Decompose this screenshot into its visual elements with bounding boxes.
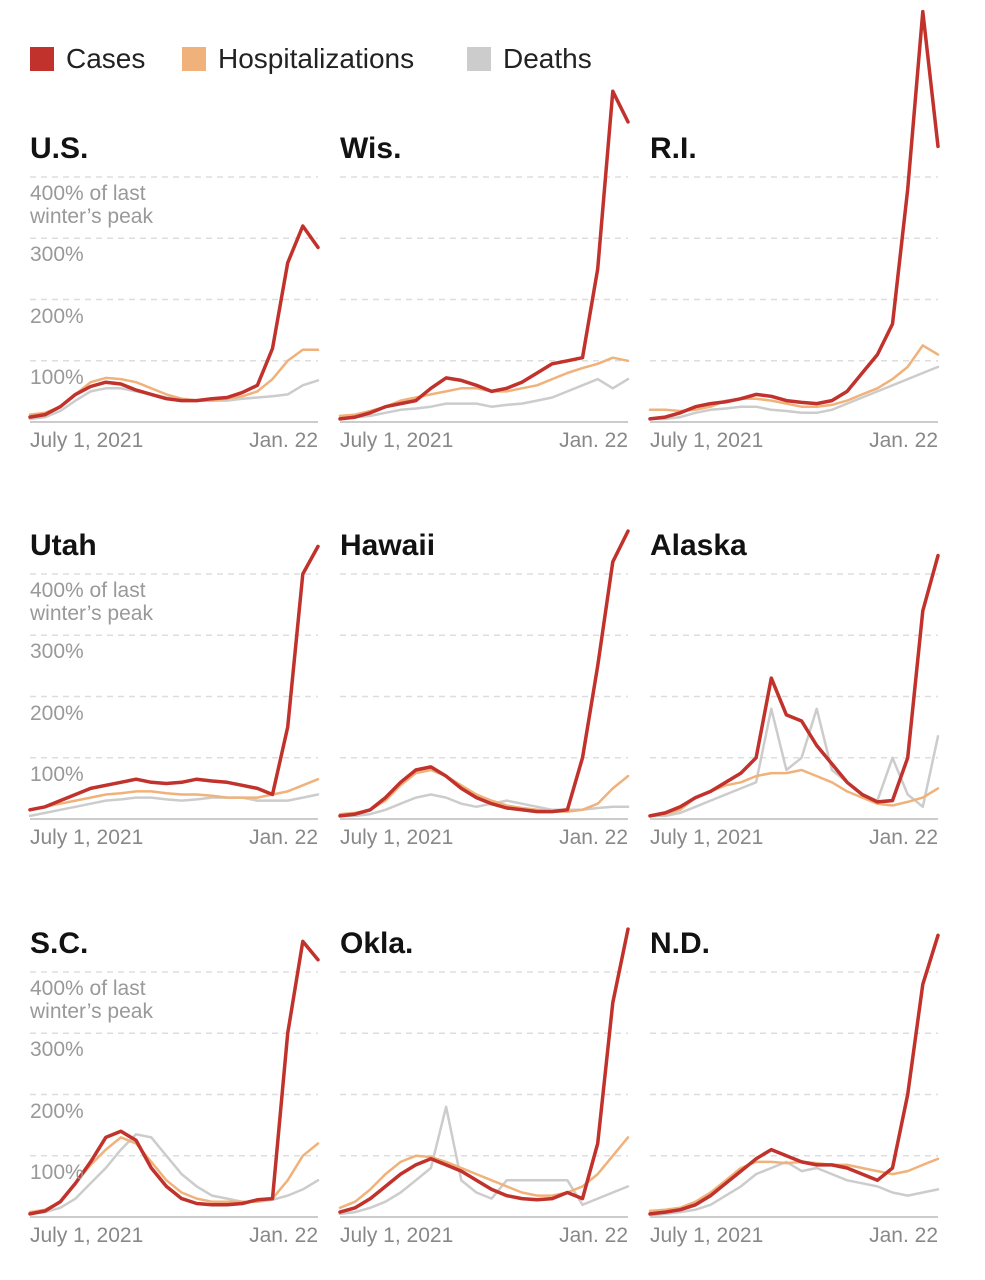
panel-title: Okla. bbox=[340, 927, 414, 960]
y-tick-label: 200% bbox=[30, 1099, 84, 1123]
y-tick-label: 100% bbox=[30, 365, 84, 389]
panel-title: Utah bbox=[30, 529, 97, 562]
y-tick-label: 400% of last winter’s peak bbox=[30, 579, 153, 625]
y-tick-label: 400% of last winter’s peak bbox=[30, 182, 153, 228]
x-tick-label: Jan. 22 bbox=[559, 1224, 628, 1247]
panel-title: Wis. bbox=[340, 132, 402, 165]
x-tick-label: Jan. 22 bbox=[559, 826, 628, 849]
cases-line bbox=[338, 927, 630, 1214]
cases-line bbox=[648, 933, 940, 1216]
panel-title: Hawaii bbox=[340, 529, 436, 562]
legend-label: Cases bbox=[66, 43, 146, 74]
x-tick-label: Jan. 22 bbox=[249, 826, 318, 849]
x-tick-label: July 1, 2021 bbox=[30, 429, 144, 452]
y-tick-label: 300% bbox=[30, 1038, 84, 1062]
x-tick-label: July 1, 2021 bbox=[340, 429, 454, 452]
y-tick-label: 100% bbox=[30, 762, 84, 786]
cases-line bbox=[648, 553, 940, 818]
y-tick-label: 200% bbox=[30, 701, 84, 725]
hospitalizations-line bbox=[648, 1157, 940, 1213]
panel-title: N.D. bbox=[650, 927, 710, 960]
x-tick-label: Jan. 22 bbox=[869, 1224, 938, 1247]
hospitalizations-line bbox=[338, 1136, 630, 1210]
panel-title: S.C. bbox=[30, 927, 89, 960]
y-tick-label: 100% bbox=[30, 1160, 84, 1184]
cases-line bbox=[28, 224, 320, 419]
panel-title: U.S. bbox=[30, 132, 89, 165]
y-tick-label: 300% bbox=[30, 243, 84, 267]
y-tick-label: 200% bbox=[30, 304, 84, 328]
cases-line bbox=[28, 939, 320, 1216]
cases-line bbox=[338, 89, 630, 421]
deaths-line bbox=[338, 1105, 630, 1216]
deaths-line bbox=[648, 707, 940, 818]
x-tick-label: July 1, 2021 bbox=[30, 826, 144, 849]
legend-label: Hospitalizations bbox=[218, 43, 415, 74]
legend-swatch bbox=[30, 47, 54, 71]
x-tick-label: July 1, 2021 bbox=[650, 826, 764, 849]
x-tick-label: Jan. 22 bbox=[869, 429, 938, 452]
deaths-line bbox=[648, 1160, 940, 1217]
x-tick-label: July 1, 2021 bbox=[650, 1224, 764, 1247]
y-tick-label: 300% bbox=[30, 640, 84, 664]
legend-swatch bbox=[182, 47, 206, 71]
hospitalizations-line bbox=[648, 344, 940, 413]
deaths-line bbox=[338, 377, 630, 419]
x-tick-label: July 1, 2021 bbox=[30, 1224, 144, 1247]
panel-title: Alaska bbox=[650, 529, 747, 562]
cases-line bbox=[648, 9, 940, 421]
legend-label: Deaths bbox=[503, 43, 592, 74]
deaths-line bbox=[648, 365, 940, 421]
legend-swatch bbox=[467, 47, 491, 71]
x-tick-label: Jan. 22 bbox=[249, 1224, 318, 1247]
deaths-line bbox=[28, 793, 320, 818]
cases-line bbox=[338, 529, 630, 818]
x-tick-label: July 1, 2021 bbox=[340, 1224, 454, 1247]
x-tick-label: July 1, 2021 bbox=[340, 826, 454, 849]
x-tick-label: Jan. 22 bbox=[869, 826, 938, 849]
y-tick-label: 400% of last winter’s peak bbox=[30, 977, 153, 1023]
x-tick-label: Jan. 22 bbox=[249, 429, 318, 452]
x-tick-label: July 1, 2021 bbox=[650, 429, 764, 452]
cases-line bbox=[28, 544, 320, 812]
hospitalizations-line bbox=[338, 768, 630, 816]
panel-title: R.I. bbox=[650, 132, 697, 165]
x-tick-label: Jan. 22 bbox=[559, 429, 628, 452]
